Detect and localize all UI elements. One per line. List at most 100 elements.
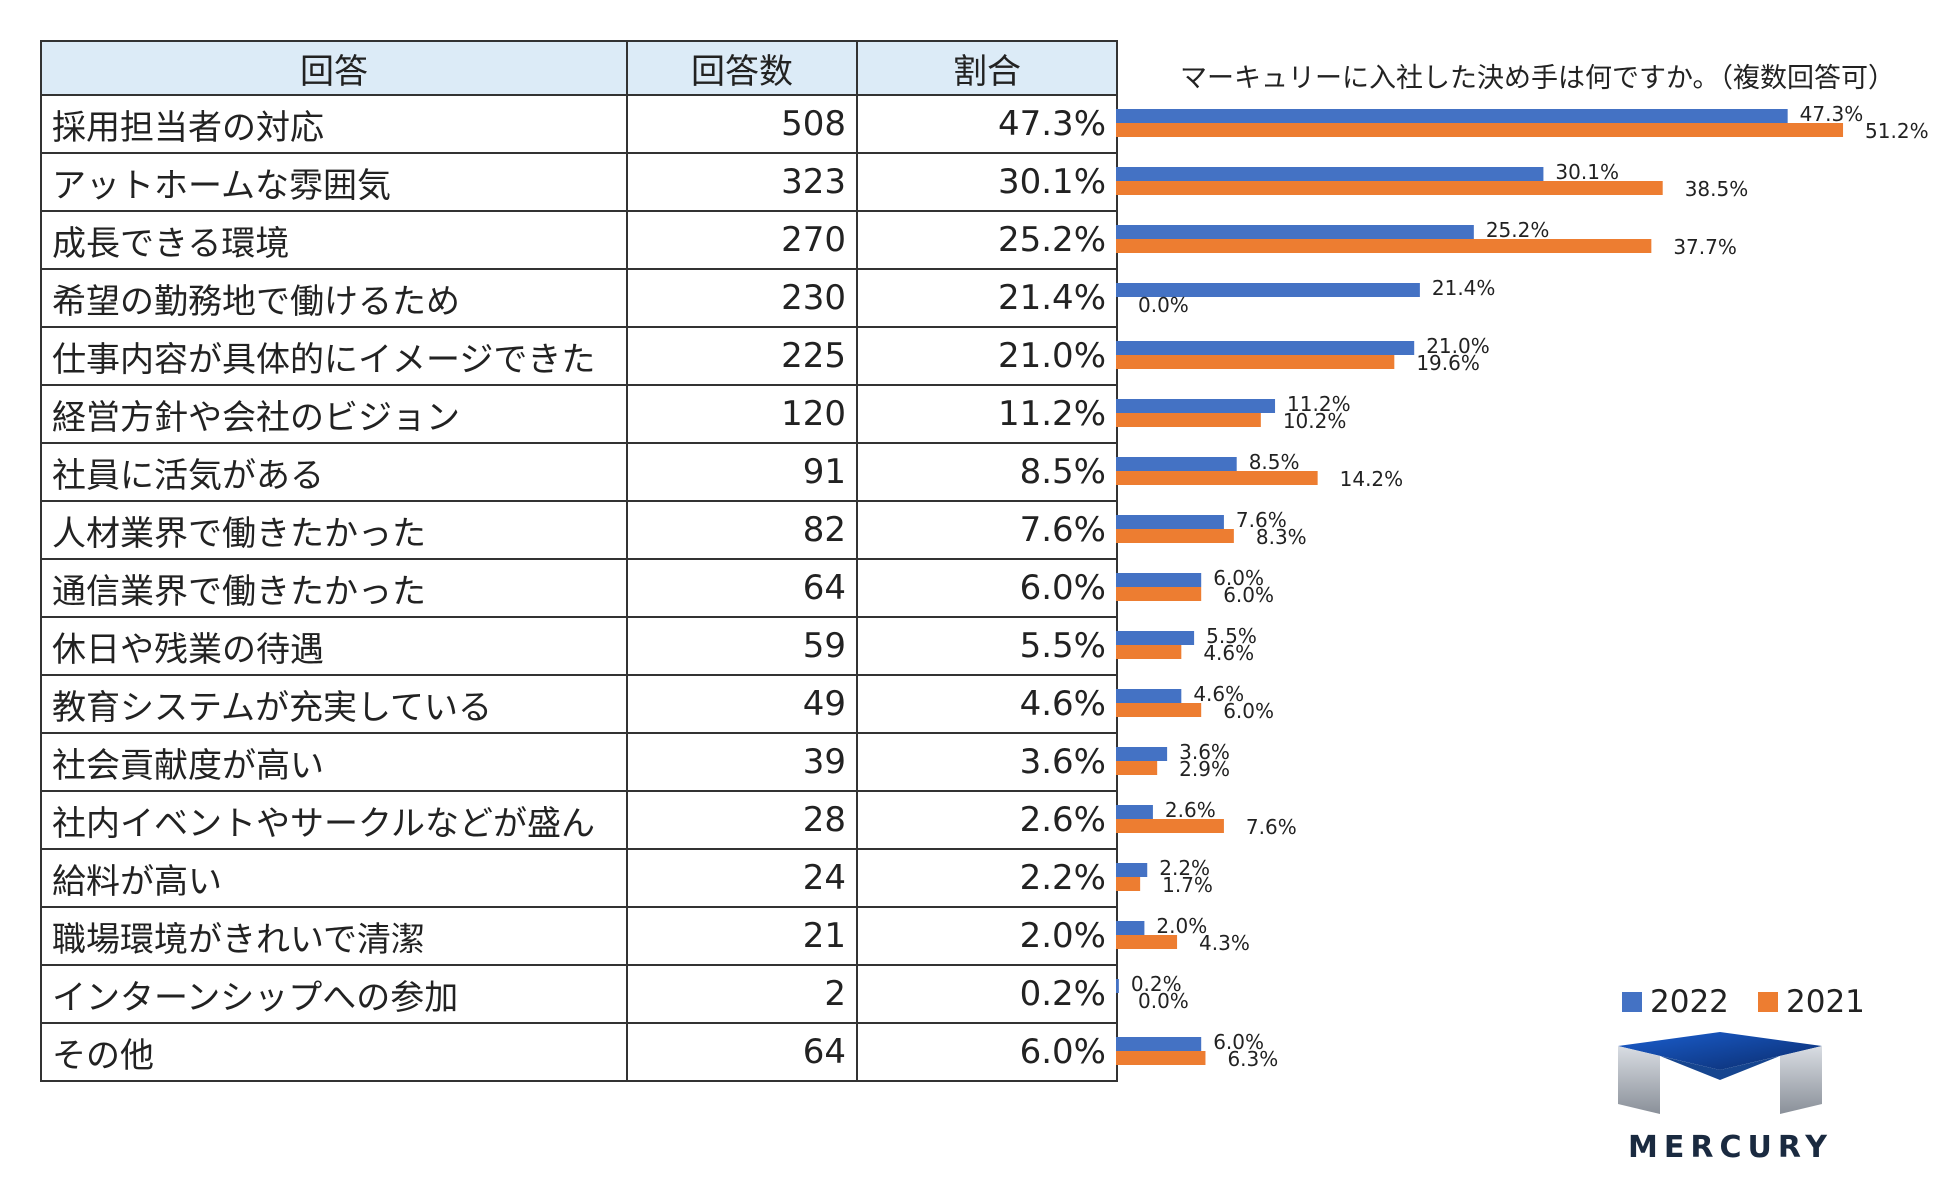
bar-2022-1 [1116, 167, 1544, 181]
bar-2021-13 [1116, 877, 1141, 891]
count-cell: 39 [626, 732, 858, 792]
table-row: 職場環境がきれいで清潔 21 2.0% [40, 906, 1118, 966]
answer-cell: 社員に活気がある [40, 442, 628, 502]
answer-cell: アットホームな雰囲気 [40, 152, 628, 212]
bar-2021-2 [1116, 239, 1652, 253]
response-table: 回答 回答数 割合 採用担当者の対応 508 47.3% アットホームな雰囲気 323 3… [40, 40, 1118, 1082]
data-label-2021-7: 8.3% [1256, 525, 1307, 549]
legend-2022: 2022 [1622, 984, 1729, 1020]
count-cell: 21 [626, 906, 858, 966]
data-label-2021-12: 7.6% [1246, 815, 1297, 839]
data-label-2021-10: 6.0% [1223, 699, 1274, 723]
ratio-cell: 11.2% [856, 384, 1118, 444]
bar-2021-9 [1116, 645, 1182, 659]
count-cell: 91 [626, 442, 858, 502]
data-label-2021-16: 6.3% [1227, 1047, 1278, 1071]
legend-swatch-2021 [1758, 992, 1778, 1012]
header-count: 回答数 [626, 40, 858, 96]
table-header-row: 回答 回答数 割合 [40, 40, 1118, 96]
data-label-2021-2: 37.7% [1673, 235, 1737, 259]
answer-cell: 人材業界で働きたかった [40, 500, 628, 560]
bar-2021-1 [1116, 181, 1663, 195]
ratio-cell: 6.0% [856, 1022, 1118, 1082]
count-cell: 230 [626, 268, 858, 328]
count-cell: 59 [626, 616, 858, 676]
bar-2022-11 [1116, 747, 1168, 761]
answer-cell: 給料が高い [40, 848, 628, 908]
data-label-2022-12: 2.6% [1165, 798, 1216, 822]
count-cell: 508 [626, 94, 858, 154]
bar-2022-3 [1116, 283, 1420, 297]
count-cell: 323 [626, 152, 858, 212]
data-label-2022-8: 6.0% [1213, 566, 1264, 590]
legend-label-2021: 2021 [1786, 984, 1865, 1020]
data-label-2021-4: 19.6% [1416, 351, 1480, 375]
bar-2022-9 [1116, 631, 1195, 645]
data-label-2022-1: 30.1% [1555, 160, 1619, 184]
answer-cell: 社内イベントやサークルなどが盛ん [40, 790, 628, 850]
ratio-cell: 0.2% [856, 964, 1118, 1024]
bar-2021-14 [1116, 935, 1178, 949]
answer-cell: 経営方針や会社のビジョン [40, 384, 628, 444]
bar-2021-5 [1116, 413, 1261, 427]
ratio-cell: 2.0% [856, 906, 1118, 966]
bar-2022-16 [1116, 1037, 1202, 1051]
bar-2022-10 [1116, 689, 1182, 703]
bar-2022-14 [1116, 921, 1145, 935]
mercury-logo-icon [1618, 1032, 1822, 1114]
table-row: アットホームな雰囲気 323 30.1% [40, 152, 1118, 212]
bar-2021-7 [1116, 529, 1234, 543]
bar-2022-13 [1116, 863, 1148, 877]
ratio-cell: 2.2% [856, 848, 1118, 908]
count-cell: 120 [626, 384, 858, 444]
data-label-2022-9: 5.5% [1206, 624, 1257, 648]
data-label-2021-8: 6.0% [1223, 583, 1274, 607]
data-label-2021-13: 1.7% [1162, 873, 1213, 897]
data-label-2021-6: 14.2% [1340, 467, 1404, 491]
table-row: 人材業界で働きたかった 82 7.6% [40, 500, 1118, 560]
bar-2021-11 [1116, 761, 1158, 775]
table-row: 休日や残業の待遇 59 5.5% [40, 616, 1118, 676]
bar-2021-4 [1116, 355, 1395, 369]
bar-2021-8 [1116, 587, 1202, 601]
bar-2021-0 [1116, 123, 1844, 137]
answer-cell: 採用担当者の対応 [40, 94, 628, 154]
data-label-2022-13: 2.2% [1159, 856, 1210, 880]
count-cell: 28 [626, 790, 858, 850]
data-label-2022-6: 8.5% [1249, 450, 1300, 474]
data-label-2022-11: 3.6% [1179, 740, 1230, 764]
answer-cell: 通信業界で働きたかった [40, 558, 628, 618]
ratio-cell: 7.6% [856, 500, 1118, 560]
data-label-2021-1: 38.5% [1685, 177, 1749, 201]
bar-2022-12 [1116, 805, 1153, 819]
header-ratio: 割合 [856, 40, 1118, 96]
data-label-2022-5: 11.2% [1287, 392, 1351, 416]
answer-cell: 教育システムが充実している [40, 674, 628, 734]
ratio-cell: 3.6% [856, 732, 1118, 792]
data-label-2022-15: 0.2% [1131, 972, 1182, 996]
bar-2021-12 [1116, 819, 1224, 833]
table-row: 仕事内容が具体的にイメージできた 225 21.0% [40, 326, 1118, 386]
header-answer: 回答 [40, 40, 628, 96]
answer-cell: インターンシップへの参加 [40, 964, 628, 1024]
count-cell: 225 [626, 326, 858, 386]
ratio-cell: 8.5% [856, 442, 1118, 502]
ratio-cell: 47.3% [856, 94, 1118, 154]
answer-cell: 希望の勤務地で働けるため [40, 268, 628, 328]
table-row: 給料が高い 24 2.2% [40, 848, 1118, 908]
data-label-2021-3: 0.0% [1138, 293, 1189, 317]
data-label-2021-15: 0.0% [1138, 989, 1189, 1013]
count-cell: 64 [626, 558, 858, 618]
data-label-2022-4: 21.0% [1426, 334, 1490, 358]
table-row: その他 64 6.0% [40, 1022, 1118, 1082]
table-row: 社会貢献度が高い 39 3.6% [40, 732, 1118, 792]
count-cell: 49 [626, 674, 858, 734]
ratio-cell: 5.5% [856, 616, 1118, 676]
chart-title: マーキュリーに入社した決め手は何ですか。（複数回答可） [1180, 63, 1895, 94]
data-label-2022-10: 4.6% [1193, 682, 1244, 706]
bar-2021-16 [1116, 1051, 1206, 1065]
bar-2022-7 [1116, 515, 1224, 529]
table-row: 通信業界で働きたかった 64 6.0% [40, 558, 1118, 618]
answer-cell: その他 [40, 1022, 628, 1082]
